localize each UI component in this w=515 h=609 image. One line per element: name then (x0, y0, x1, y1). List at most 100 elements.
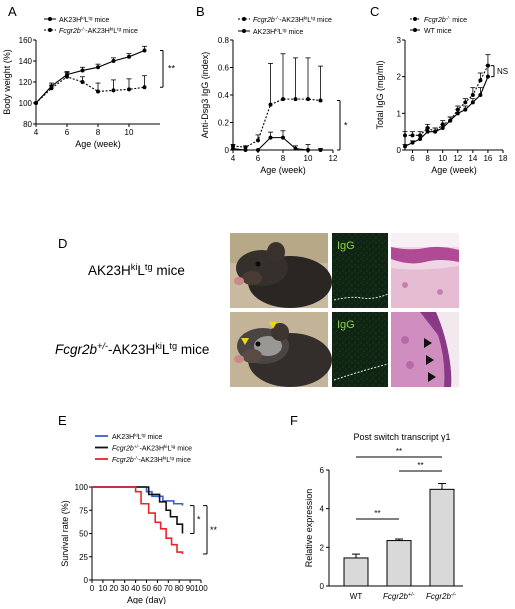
x-axis-label: Age (day) (127, 595, 166, 604)
x-tick-label: 16 (483, 154, 492, 163)
significance-c: NS (497, 67, 508, 76)
legend-entry: AK23HkiLtg mice (253, 27, 303, 36)
data-point (243, 145, 248, 150)
significance-a: ** (168, 63, 176, 73)
y-axis-label: Anti-Dsg3 IgG (index) (200, 52, 210, 139)
y-tick-label: 0.2 (218, 119, 230, 128)
blister-arrowhead (426, 355, 434, 365)
data-point (410, 140, 415, 145)
data-point (231, 146, 235, 151)
data-point (463, 100, 468, 105)
data-point (403, 144, 407, 149)
data-point (448, 118, 453, 123)
x-axis-label: Age (week) (260, 165, 306, 175)
survival-curve (92, 486, 184, 534)
chart-a-body-weight: 4 6 8 10 80 100 120 140 160 Age (week) Body weight… (2, 36, 176, 149)
data-point (455, 111, 460, 116)
data-point (318, 98, 323, 103)
x-tick-label: 90 (186, 584, 195, 593)
igg-label-2: IgG (337, 319, 355, 331)
panel-label-e: E (58, 413, 67, 428)
data-point (34, 101, 38, 105)
bar (429, 488, 455, 587)
y-tick-label: 0 (225, 146, 230, 155)
legend-b: Fcgr2b-/--AK23HkiLtg mice AK23HkiLtg mice (238, 15, 332, 36)
x-tick-label: 0 (90, 584, 95, 593)
panel-label-d: D (58, 236, 67, 251)
bar (386, 540, 412, 587)
data-point (440, 126, 445, 130)
y-tick-label: 100 (19, 99, 33, 108)
x-tick-label: 6 (65, 128, 70, 137)
data-point (478, 78, 483, 83)
data-point (281, 135, 285, 140)
legend-entry: AK23HkiLtg mice (59, 15, 109, 24)
panel-label-a: A (8, 4, 17, 19)
legend-entry: Fcgr2b-/--AK23HkiLtg mice (253, 15, 332, 24)
x-tick-label: 8 (425, 154, 430, 163)
x-tick-label: 4 (34, 128, 39, 137)
igg-label-1: IgG (337, 240, 355, 252)
y-axis-label: Survival rate (%) (60, 500, 70, 567)
data-point (49, 86, 54, 91)
panel-label-f: F (290, 413, 298, 428)
x-tick-label: 4 (231, 154, 236, 163)
he-stain-control (391, 233, 459, 308)
data-point (306, 148, 310, 152)
row2-label-text: Fcgr2b+/--AK23HkiLtg mice (55, 341, 209, 357)
x-tick-label: 8 (281, 154, 286, 163)
y-tick-label: 0.6 (218, 64, 230, 73)
data-point (142, 85, 147, 90)
x-tick-label: 10 (125, 128, 134, 137)
y-tick-label: 25 (79, 553, 88, 562)
data-point (403, 133, 407, 138)
x-tick-label: 18 (499, 154, 508, 163)
chart-f-title: Post switch transcript γ1 (353, 432, 450, 442)
y-tick-label: 75 (79, 506, 88, 515)
data-point (418, 137, 423, 141)
y-axis-label: Relative expression (304, 489, 314, 568)
panel-label-c: C (370, 4, 379, 19)
data-point (65, 74, 69, 79)
blister-arrowhead (428, 372, 436, 382)
x-tick-label: 10 (304, 154, 313, 163)
igg-stain-fcgr2b: IgG (332, 312, 389, 387)
x-tick-label: 70 (164, 584, 173, 593)
y-tick-label: 80 (23, 120, 32, 129)
y-tick-label: 50 (79, 530, 88, 539)
data-point (306, 97, 310, 102)
significance-f: ** (374, 509, 380, 518)
chart-b-anti-dsg3: 4 6 8 10 12 0 0.2 0.4 0.6 0.8 Age (week) Anti-Dsg3 … (200, 36, 348, 175)
significance-f: ** (396, 447, 402, 456)
data-point (80, 68, 85, 73)
panel-label-b: B (196, 4, 205, 19)
legend-c: Fcgr2b-/- mice WT mice (410, 15, 467, 35)
y-tick-label: 0.4 (218, 91, 230, 100)
series-line (405, 65, 489, 136)
legend-entry: Fcgr2b-/--AK23HkiLtg mice (112, 455, 191, 464)
x-axis-label: Age (week) (431, 165, 477, 175)
data-point (410, 133, 415, 138)
x-tick-label: 80 (175, 584, 184, 593)
legend-entry: Fcgr2b+/--AK23HkiLtg mice (112, 444, 192, 453)
significance-e-inner: * (197, 515, 201, 525)
legend-marker (48, 17, 52, 21)
legend-marker (48, 28, 52, 32)
series-line (232, 98, 321, 148)
y-tick-label: 100 (75, 483, 89, 492)
legend-entry: Fcgr2b-/- mice (424, 15, 467, 24)
mouse-photo-control (230, 233, 332, 308)
data-point (243, 148, 248, 152)
data-point (127, 54, 131, 59)
x-tick-label: 10 (438, 154, 447, 163)
data-point (485, 74, 490, 79)
data-point (142, 48, 147, 53)
y-tick-label: 3 (397, 36, 402, 45)
y-axis-label: Total IgG (mg/ml) (375, 60, 385, 129)
x-tick-label: 12 (329, 154, 338, 163)
legend-marker (242, 29, 246, 33)
data-point (111, 88, 116, 93)
data-point (425, 129, 430, 134)
data-point (96, 89, 100, 94)
legend-entry: AK23HkiLtg mice (112, 432, 162, 441)
